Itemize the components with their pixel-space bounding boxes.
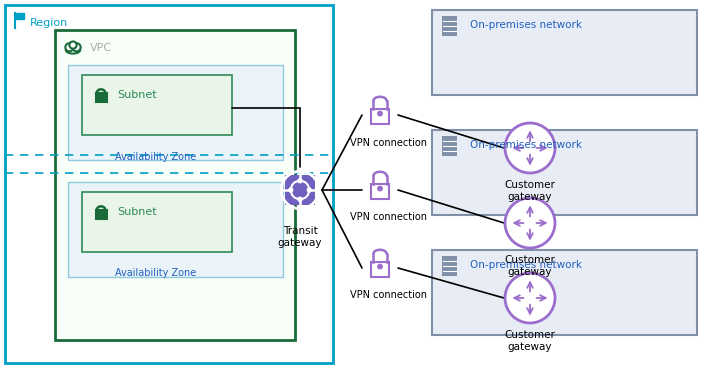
Text: On-premises network: On-premises network <box>470 20 582 30</box>
FancyBboxPatch shape <box>5 5 333 363</box>
Circle shape <box>505 273 555 323</box>
Text: Subnet: Subnet <box>117 207 156 217</box>
Text: Transit
gateway: Transit gateway <box>278 226 322 248</box>
Text: Customer
gateway: Customer gateway <box>505 330 555 352</box>
Circle shape <box>289 188 293 192</box>
Text: VPN connection: VPN connection <box>350 212 427 222</box>
FancyBboxPatch shape <box>95 93 107 101</box>
FancyBboxPatch shape <box>95 210 107 218</box>
Text: Region: Region <box>30 18 68 28</box>
FancyBboxPatch shape <box>432 10 697 95</box>
Circle shape <box>100 96 102 99</box>
FancyBboxPatch shape <box>55 30 295 340</box>
FancyBboxPatch shape <box>442 136 458 156</box>
Text: Customer
gateway: Customer gateway <box>505 255 555 277</box>
FancyBboxPatch shape <box>68 182 283 277</box>
FancyBboxPatch shape <box>68 65 283 160</box>
Circle shape <box>505 198 555 248</box>
Text: On-premises network: On-premises network <box>470 260 582 270</box>
Text: VPN connection: VPN connection <box>350 290 427 300</box>
FancyBboxPatch shape <box>442 256 458 276</box>
FancyBboxPatch shape <box>285 175 315 205</box>
Text: Availability Zone: Availability Zone <box>115 152 196 162</box>
Circle shape <box>378 111 382 116</box>
FancyBboxPatch shape <box>432 250 697 335</box>
Text: Customer
gateway: Customer gateway <box>505 180 555 201</box>
Circle shape <box>298 179 302 183</box>
Circle shape <box>378 186 382 191</box>
FancyBboxPatch shape <box>442 16 458 36</box>
FancyBboxPatch shape <box>371 184 389 199</box>
Text: On-premises network: On-premises network <box>470 140 582 150</box>
Circle shape <box>298 197 302 201</box>
Text: Subnet: Subnet <box>117 90 156 100</box>
Ellipse shape <box>66 46 80 54</box>
Text: VPN connection: VPN connection <box>350 138 427 148</box>
Circle shape <box>72 43 81 51</box>
FancyBboxPatch shape <box>371 109 389 124</box>
Polygon shape <box>15 13 24 19</box>
Circle shape <box>307 188 311 192</box>
Text: VPC: VPC <box>90 43 112 53</box>
FancyBboxPatch shape <box>371 262 389 277</box>
Circle shape <box>505 123 555 173</box>
Circle shape <box>65 43 74 51</box>
FancyBboxPatch shape <box>432 130 697 215</box>
FancyBboxPatch shape <box>82 192 232 252</box>
Circle shape <box>100 213 102 215</box>
Text: Availability Zone: Availability Zone <box>115 268 196 278</box>
FancyBboxPatch shape <box>82 75 232 135</box>
Circle shape <box>69 41 76 49</box>
Circle shape <box>378 264 382 269</box>
